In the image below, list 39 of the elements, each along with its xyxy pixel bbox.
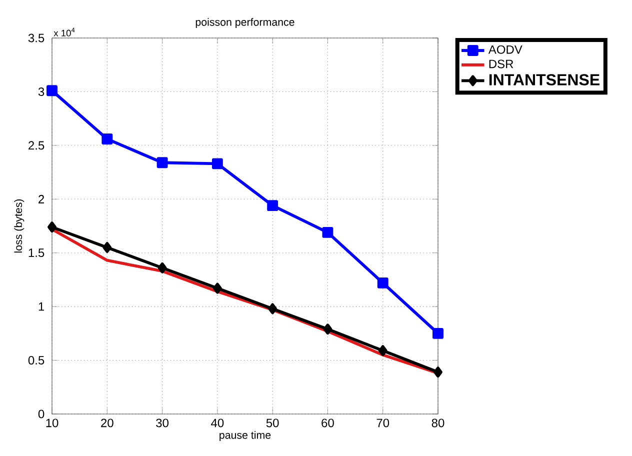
y-tick-label: 3.5 xyxy=(28,34,44,42)
point xyxy=(323,324,332,335)
text: x 10$^{4}$ xyxy=(54,28,75,36)
x-tick-label: 50 xyxy=(266,418,279,428)
y-tick-label: 3 xyxy=(38,87,44,96)
x-tick-label: 60 xyxy=(322,418,334,428)
point xyxy=(432,328,444,339)
point xyxy=(212,158,223,170)
y-axis-title: loss (bytes) xyxy=(14,199,24,253)
y-tick-label: 0.5 xyxy=(28,356,44,365)
point xyxy=(158,262,167,274)
legend-label: INTANTSENSE xyxy=(489,74,600,86)
point xyxy=(46,85,58,96)
point xyxy=(48,222,56,233)
point xyxy=(378,345,388,356)
legend-label: DSR xyxy=(489,60,514,68)
point xyxy=(156,157,168,168)
point xyxy=(267,200,278,212)
point xyxy=(212,282,222,294)
x-tick-label: 10 xyxy=(46,418,58,428)
chart-title: poisson performance xyxy=(196,18,294,28)
x-tick-label: 70 xyxy=(376,418,390,428)
x-tick-label: 80 xyxy=(432,418,444,428)
point xyxy=(102,134,113,144)
y-tick-label: 1.5 xyxy=(28,248,44,258)
y-tick-label: 0 xyxy=(38,410,44,418)
x-tick-label: 40 xyxy=(211,418,224,428)
y-tick-label: 2 xyxy=(38,194,44,204)
legend-label: AODV xyxy=(488,45,522,54)
x-tick-label: 30 xyxy=(156,418,168,428)
y-tick-label: 1 xyxy=(38,302,44,311)
x-axis-title: pause time xyxy=(220,431,271,441)
point xyxy=(377,277,388,288)
point xyxy=(268,303,278,314)
point xyxy=(434,366,442,378)
y-tick-label: 2.5 xyxy=(28,141,44,150)
point xyxy=(102,242,112,253)
x-tick-label: 20 xyxy=(101,418,114,428)
point xyxy=(322,226,334,238)
